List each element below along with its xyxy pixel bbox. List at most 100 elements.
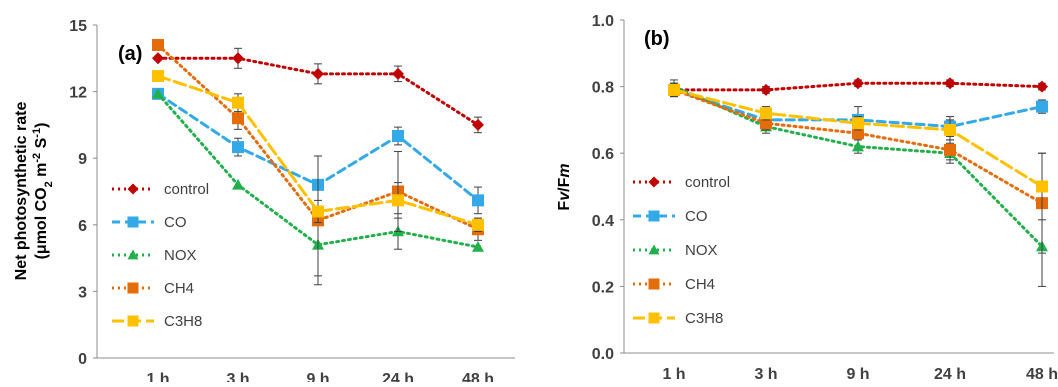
chart-a-series-c3h8 xyxy=(152,70,484,232)
chart-b-data-point xyxy=(760,83,772,96)
chart-b-legend-label: CH4 xyxy=(685,276,715,293)
chart-a-y-axis-label-part: m xyxy=(33,163,50,182)
chart-a-data-point xyxy=(472,241,484,252)
chart-a-series-line xyxy=(156,74,480,227)
chart-panel-a: 0 3 6 9 12 15 1 h 3 h 9 h 24 h 48 h control CO NOX CH4… xyxy=(0,0,529,387)
chart-a-data-point xyxy=(312,205,324,218)
chart-b-x-tick-label: 1 h xyxy=(662,366,685,382)
chart-b-x-tick-label: 3 h xyxy=(754,366,777,382)
chart-a-x-tick-label: 24 h xyxy=(382,371,414,382)
chart-a-data-point xyxy=(392,67,404,80)
chart-a-series-control xyxy=(152,47,484,134)
chart-b-y-axis-label-text: Fv/Fm xyxy=(556,163,573,210)
chart-b-y-axis-label-part: F xyxy=(556,201,573,211)
chart-a-legend-item: NOX xyxy=(112,247,197,264)
chart-b-legend-marker xyxy=(648,244,660,255)
chart-a-legend-label: NOX xyxy=(164,247,197,264)
chart-a-y-axis-label-part: 2 xyxy=(43,181,55,187)
chart-b-legend-marker xyxy=(648,176,660,188)
chart-b-data-point xyxy=(852,77,864,90)
chart-a-y-tick-label: 9 xyxy=(78,151,87,168)
chart-b-data-point xyxy=(760,107,772,120)
chart-b-legend-label: CO xyxy=(685,208,708,225)
chart-a-y-axis-label-part: -1 xyxy=(31,128,43,138)
chart-a-data-point xyxy=(152,70,164,83)
chart-b-data-point xyxy=(852,140,864,152)
chart-a-svg: 0 3 6 9 12 15 1 h 3 h 9 h 24 h 48 h control CO NOX CH4… xyxy=(13,18,515,387)
chart-panel-b: 0.0 0.2 0.4 0.6 0.8 1.0 1 h 3 h 9 h 24 h 48 h contr… xyxy=(529,0,1058,383)
chart-a-y-axis-label-part: S xyxy=(33,137,50,152)
chart-a-y-tick-label: 15 xyxy=(69,18,87,35)
chart-a-legend-label: C3H8 xyxy=(164,313,202,330)
chart-a-data-point xyxy=(312,67,324,80)
chart-a-data-point xyxy=(232,96,244,109)
chart-a-x-tick-label: 9 h xyxy=(306,371,329,382)
chart-a-legend-marker xyxy=(127,315,139,327)
chart-a-panel-label: (a) xyxy=(118,43,142,65)
chart-b-x-tick-label: 24 h xyxy=(934,366,966,382)
chart-b-series-control xyxy=(668,77,1048,96)
chart-a-y-axis-label: Net photosynthetic rate (μmol CO2 m-2 S-1… xyxy=(13,102,55,281)
chart-b-data-point xyxy=(944,77,956,90)
chart-a-x-tick-label: 1 h xyxy=(146,371,169,382)
chart-a-data-point xyxy=(232,141,244,154)
chart-b-series-line xyxy=(672,88,1044,205)
chart-a-data-point xyxy=(152,87,164,99)
chart-a-data-point xyxy=(232,52,244,65)
chart-b-legend-item: CO xyxy=(633,208,708,225)
chart-a-data-point xyxy=(232,112,244,125)
chart-b-data-point xyxy=(1036,80,1048,93)
chart-a-data-point xyxy=(472,118,484,131)
chart-b-data-point xyxy=(1036,180,1048,193)
chart-a-y-axis-label-part: (μmol CO xyxy=(33,187,50,259)
chart-b-y-axis-label-part: /F xyxy=(556,177,573,191)
chart-b-legend-item: NOX xyxy=(633,242,718,259)
chart-b-legend-marker xyxy=(648,312,660,324)
chart-b-legend-label: C3H8 xyxy=(685,310,723,327)
chart-a-legend-item: CO xyxy=(112,214,187,231)
chart-b-data-point xyxy=(1036,100,1048,113)
chart-a-legend-marker xyxy=(127,249,139,260)
chart-b-data-point xyxy=(944,143,956,156)
chart-a-x-tick-label: 48 h xyxy=(462,371,494,382)
chart-a-legend-label: control xyxy=(164,181,209,198)
chart-a-data-point xyxy=(232,178,244,190)
chart-a-legend-item: CH4 xyxy=(112,280,194,297)
chart-a-legend-marker xyxy=(127,216,139,228)
chart-b-y-tick-label: 0.8 xyxy=(592,80,614,97)
chart-b-legend-item: control xyxy=(633,174,730,191)
chart-a-legend-label: CO xyxy=(164,214,187,231)
chart-b-data-point xyxy=(668,83,680,96)
chart-b-y-axis-label: Fv/Fm xyxy=(556,163,573,210)
chart-a-legend-item: control xyxy=(112,181,209,198)
chart-b-legend: control CO NOX CH4 C3H8 xyxy=(633,174,730,327)
chart-a-data-point xyxy=(472,194,484,207)
chart-b-y-tick-label: 0.4 xyxy=(592,213,614,230)
chart-a-y-tick-label: 12 xyxy=(69,85,87,102)
chart-a-y-axis-label-part: ) xyxy=(33,123,50,128)
chart-a-legend: control CO NOX CH4 C3H8 xyxy=(112,181,209,330)
chart-b-y-tick-label: 1.0 xyxy=(592,13,614,30)
chart-a-legend-label: CH4 xyxy=(164,280,194,297)
chart-b-y-tick-label: 0.6 xyxy=(592,146,614,163)
chart-b-x-tick-label: 48 h xyxy=(1026,366,1058,382)
chart-a-data-point xyxy=(152,38,164,51)
chart-b-y-axis-label-part: m xyxy=(556,163,573,177)
chart-a-data-point xyxy=(392,130,404,142)
chart-a-legend-item: C3H8 xyxy=(112,313,202,330)
chart-b-legend-item: CH4 xyxy=(633,276,715,293)
chart-b-y-tick-label: 0.2 xyxy=(592,279,614,296)
chart-a-data-point xyxy=(392,194,404,207)
chart-a-y-axis-label-part: -2 xyxy=(31,153,43,163)
chart-a-data-point xyxy=(152,52,164,65)
chart-b-legend-item: C3H8 xyxy=(633,310,723,327)
chart-b-y-axis-label-part: v xyxy=(556,191,573,201)
chart-a-y-tick-label: 3 xyxy=(78,284,87,301)
chart-b-data-point xyxy=(852,117,864,130)
chart-b-legend-marker xyxy=(648,210,660,222)
chart-b-legend-marker xyxy=(648,278,660,290)
chart-b-legend-label: control xyxy=(685,174,730,191)
chart-b-legend-label: NOX xyxy=(685,242,718,259)
chart-b-series-line xyxy=(672,81,1044,92)
chart-a-y-axis-label-line2: (μmol CO2 m-2 S-1) xyxy=(31,123,55,260)
